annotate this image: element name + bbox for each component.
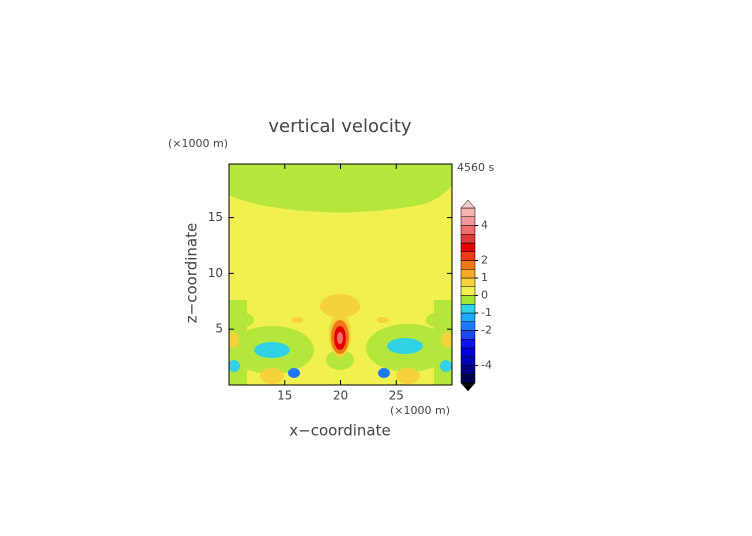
colorbar-band: [460, 321, 476, 331]
x-tick-label: 25: [389, 389, 404, 403]
y-tick-label: 15: [208, 210, 223, 224]
colorbar-band: [460, 312, 476, 322]
colorbar-band: [460, 374, 476, 384]
x-axis-label: x−coordinate: [289, 422, 390, 440]
y-tick-label: 5: [215, 322, 223, 336]
colorbar-band: [460, 242, 476, 252]
colorbar-tick-label: 0: [481, 289, 488, 302]
colorbar-tick-label: 2: [481, 254, 488, 267]
colorbar-band: [460, 304, 476, 314]
colorbar-tick-label: 1: [481, 271, 488, 284]
colorbar-band: [460, 356, 476, 366]
colorbar-band: [460, 295, 476, 305]
colorbar-band: [460, 234, 476, 244]
colorbar-over: [460, 199, 476, 209]
colorbar-band: [460, 260, 476, 270]
y-unit: (×1000 m): [168, 137, 228, 150]
colorbar-band: [460, 347, 476, 357]
colorbar-band: [460, 330, 476, 340]
colorbar-band: [460, 216, 476, 226]
colorbar-under: [460, 382, 476, 392]
colorbar-band: [460, 225, 476, 235]
colorbar-band: [460, 269, 476, 279]
time-label: 4560 s: [457, 161, 494, 174]
x-tick-label: 15: [277, 389, 292, 403]
colorbar-tick-label: -2: [481, 324, 492, 337]
colorbar-band: [460, 365, 476, 375]
contour-field: [229, 164, 452, 385]
x-unit: (×1000 m): [390, 404, 450, 417]
colorbar-band: [460, 277, 476, 287]
colorbar-band: [460, 207, 476, 217]
colorbar-band: [460, 339, 476, 349]
colorbar-band: [460, 286, 476, 296]
colorbar-tick-label: -1: [481, 306, 492, 319]
colorbar-tick-label: 4: [481, 219, 488, 232]
colorbar-band: [460, 251, 476, 261]
colorbar-tick-label: -4: [481, 359, 492, 372]
x-tick-label: 20: [333, 389, 348, 403]
y-axis-label: z−coordinate: [183, 223, 201, 323]
chart-title: vertical velocity: [268, 116, 412, 137]
y-tick-label: 10: [208, 266, 223, 280]
